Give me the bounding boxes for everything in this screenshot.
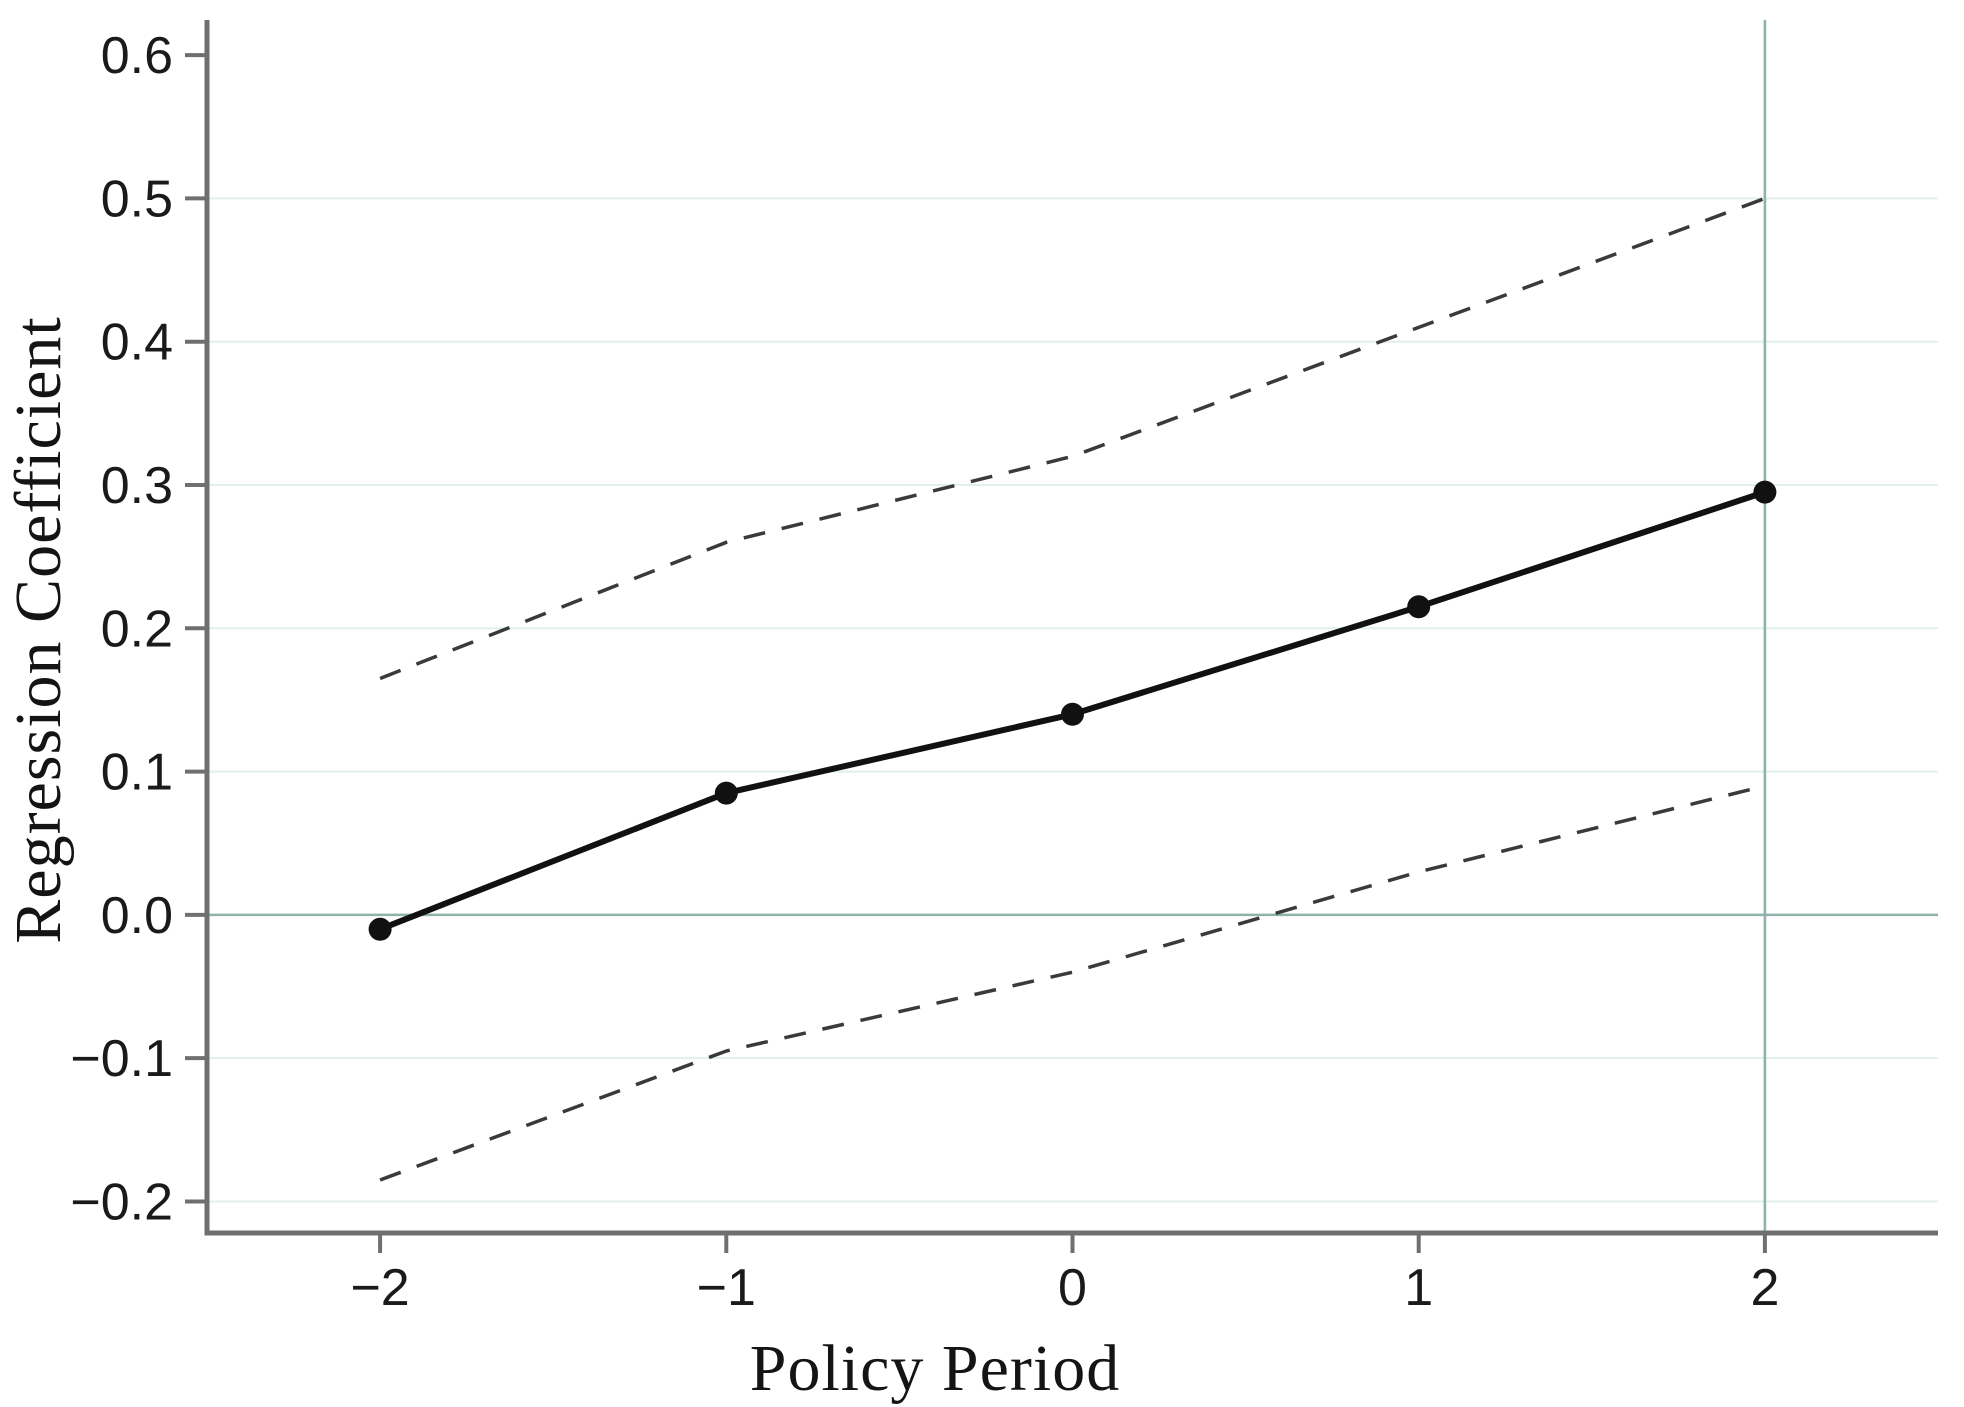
x-tick-label: 1 bbox=[1404, 1259, 1433, 1317]
y-tick-label: 0.1 bbox=[101, 744, 173, 802]
x-tick-label: −2 bbox=[350, 1259, 409, 1317]
ci-lower-line bbox=[379, 784, 1766, 1182]
y-tick-label: 0.2 bbox=[101, 600, 173, 658]
y-tick-label: −0.2 bbox=[70, 1173, 173, 1231]
data-point-marker bbox=[1753, 480, 1777, 504]
data-point-marker bbox=[1061, 702, 1084, 726]
y-tick-label: 0.5 bbox=[101, 170, 173, 228]
data-point-marker bbox=[714, 781, 738, 805]
y-axis-title: Regression Coefficient bbox=[2, 316, 75, 943]
x-tick-label: 2 bbox=[1750, 1259, 1779, 1317]
data-point-marker bbox=[1407, 595, 1431, 619]
y-tick-label: 0.4 bbox=[101, 314, 173, 372]
x-tick-label: −1 bbox=[697, 1259, 756, 1317]
y-tick-label: 0.3 bbox=[101, 457, 173, 515]
y-tick-label: 0.0 bbox=[101, 887, 173, 945]
x-tick-label: 0 bbox=[1058, 1259, 1087, 1317]
data-point-marker bbox=[368, 917, 392, 941]
x-axis-title: Policy Period bbox=[750, 1332, 1121, 1405]
y-tick-label: 0.6 bbox=[101, 27, 173, 85]
ci-upper-line bbox=[379, 196, 1766, 681]
y-tick-label: −0.1 bbox=[70, 1030, 173, 1088]
